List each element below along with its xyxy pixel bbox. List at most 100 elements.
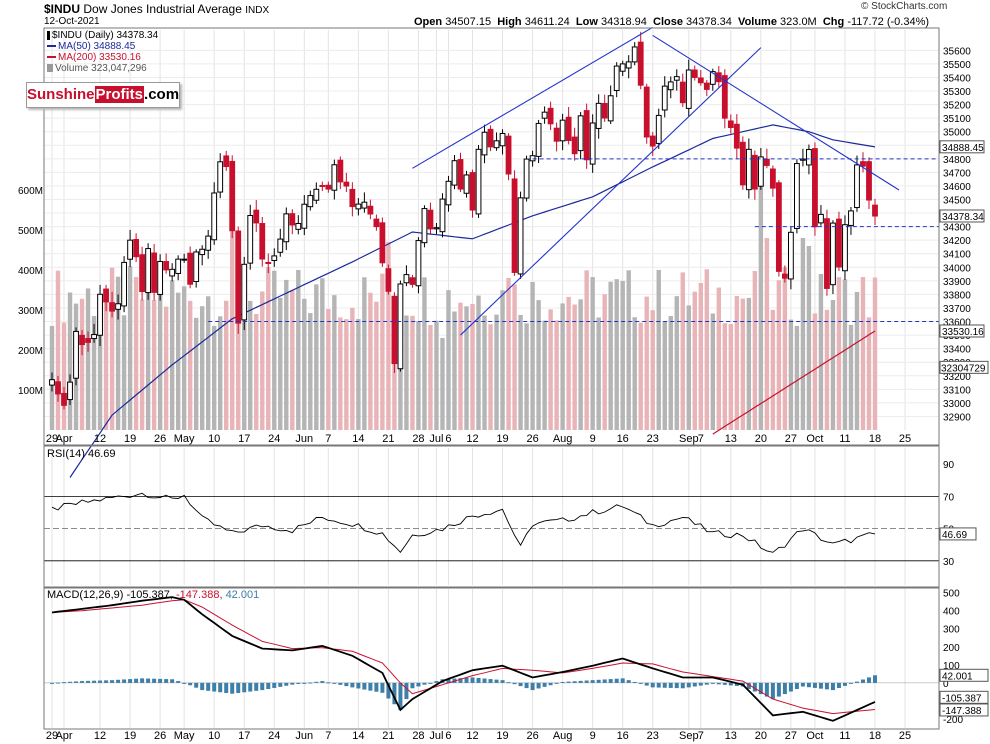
volume-bar	[218, 316, 223, 430]
candle-body	[487, 128, 494, 148]
candle-body	[133, 238, 140, 258]
candle-body	[673, 76, 680, 81]
candle-body	[571, 136, 578, 155]
candle-body	[277, 238, 284, 253]
macd-hist-bar	[476, 677, 481, 683]
rising-channel-lower	[460, 47, 762, 336]
rsi-tick-label: 30	[943, 557, 955, 568]
candle-body	[169, 268, 176, 277]
volume-bar	[698, 282, 703, 430]
macd-hist-bar	[356, 682, 361, 689]
volume-bar	[602, 294, 607, 430]
sunshine-profits-logo: SunshineProfits.com	[26, 82, 180, 108]
volume-tick-label: 500M	[18, 226, 43, 237]
y-tick-label: 34300	[943, 223, 971, 234]
candle-body	[337, 159, 344, 183]
candle-body	[409, 277, 416, 285]
y-tick-label: 35500	[943, 60, 971, 71]
candle-body	[271, 255, 278, 261]
candle-body	[247, 214, 254, 264]
volume-bar	[812, 313, 818, 430]
macd-last-tag	[939, 690, 989, 704]
volume-bar	[638, 322, 643, 430]
x-tick-label: 6	[445, 433, 451, 445]
x-tick-label-bottom: 17	[238, 730, 250, 742]
macd-hist-bar	[284, 682, 289, 686]
macd-hist-bar	[752, 682, 757, 692]
candle-body	[175, 258, 182, 274]
volume-bar	[572, 304, 577, 430]
macd-tick-label: 500	[943, 589, 960, 600]
legend-ma200-text: MA(200) 33530.16	[58, 52, 141, 63]
candle-body	[583, 110, 590, 161]
candle-body	[830, 222, 836, 286]
ohlc-bar: Open 34507.15 High 34611.24 Low 34318.94…	[414, 16, 929, 28]
macd-hist-bar	[428, 682, 433, 684]
macd-last-label: -105.387	[942, 693, 982, 704]
volume-bar	[626, 270, 631, 430]
macd-hist-bar	[482, 678, 487, 683]
x-tick-label-bottom: 26	[154, 730, 166, 742]
candle-body	[535, 122, 542, 157]
volume-bar	[710, 313, 716, 430]
macd-hist-bar	[632, 681, 637, 683]
candle-body	[163, 261, 170, 271]
volume-bar	[254, 313, 259, 430]
macd-hist-bar	[56, 682, 61, 684]
candle-body	[289, 213, 296, 226]
x-tick-label: 11	[839, 433, 850, 445]
candle-body	[685, 69, 692, 109]
x-tick-label-bottom: 6	[445, 730, 451, 742]
panel-frame-1	[43, 445, 940, 588]
volume-bar	[127, 266, 133, 430]
panel-frames	[43, 27, 940, 730]
macd-hist-bar	[230, 682, 235, 694]
macd-hist-bar	[110, 680, 115, 683]
macd-hist-bar	[458, 678, 463, 683]
volume-bar	[854, 291, 860, 430]
candle-body	[631, 46, 638, 63]
macd-hist-bar	[494, 679, 499, 683]
macd-hist-bar	[848, 682, 853, 684]
candle-body	[85, 338, 91, 343]
ma50-tag-label: 34888.45	[942, 143, 984, 154]
candle-body	[547, 107, 554, 125]
volume-bar	[500, 290, 505, 430]
candle-body	[415, 240, 422, 287]
volume-bar	[542, 320, 547, 430]
x-tick-label-bottom: Jul	[429, 730, 443, 742]
volume-bar	[458, 302, 463, 430]
x-tick-label: Sep	[679, 433, 699, 445]
macd-hist-bar	[404, 682, 409, 700]
candle-body	[313, 188, 320, 201]
legend-volume: Volume 323,047,296	[47, 63, 147, 74]
macd-hist-bar	[854, 681, 859, 683]
volume-bar	[115, 276, 121, 430]
candle-body	[523, 158, 530, 199]
candle-body	[403, 274, 410, 284]
macd-hist-bar	[506, 682, 511, 684]
x-tick-label: 17	[238, 433, 250, 445]
candle-body	[187, 252, 194, 285]
y-tick-label: 33700	[943, 304, 971, 315]
volume-bar	[656, 270, 661, 430]
volume-bar	[554, 320, 559, 430]
candle-body	[667, 81, 674, 91]
volume-bar	[320, 278, 325, 430]
x-tick-label-bottom: 16	[617, 730, 629, 742]
axes-labels: 2929AprApr121219192626MayMay101017172424…	[18, 46, 989, 742]
candle-body	[103, 288, 109, 303]
macd-hist-bar	[638, 682, 643, 684]
candle-body	[733, 123, 740, 149]
macd-hist-bar	[626, 680, 631, 683]
candle-body	[781, 273, 788, 279]
volume-tick-label: 200M	[18, 346, 43, 357]
macd-hist-bar	[668, 682, 673, 688]
macd-hist-bar	[770, 682, 775, 700]
volume-bar	[590, 277, 595, 430]
candle-body	[355, 203, 362, 210]
candle-body	[229, 160, 236, 232]
candle-body	[223, 155, 230, 168]
volume-bar	[842, 279, 848, 430]
volume-bar	[211, 325, 217, 430]
